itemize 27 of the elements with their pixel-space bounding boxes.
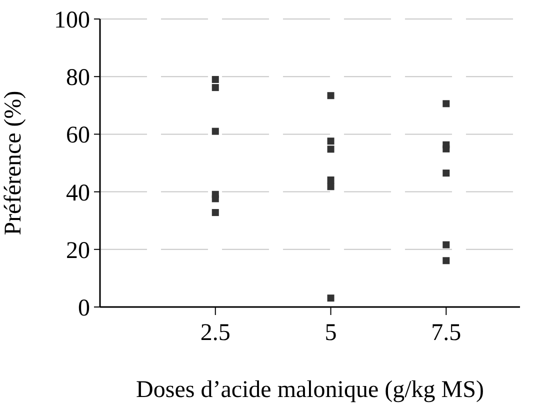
x-axis-title: Doses d’acide malonique (g/kg MS) (136, 377, 484, 403)
point (327, 92, 334, 100)
point (212, 76, 219, 83)
x-tick-label: 2.5 (200, 320, 230, 346)
point (442, 257, 450, 264)
point (212, 195, 219, 202)
y-tick-label: 40 (66, 180, 90, 206)
y-axis-title: Préférence (%) (0, 90, 27, 236)
point (327, 138, 334, 145)
point (442, 145, 450, 152)
y-tick-label: 100 (54, 8, 90, 34)
point (327, 183, 334, 190)
point (442, 170, 450, 177)
x-tick-label: 7.5 (431, 320, 462, 346)
point (212, 128, 219, 135)
y-tick-label: 80 (66, 65, 90, 92)
point (442, 241, 450, 248)
point (212, 84, 219, 92)
point (212, 209, 219, 216)
point (327, 294, 334, 302)
y-tick-label: 0 (78, 296, 90, 322)
x-tick-label: 5 (324, 320, 337, 346)
point (442, 100, 450, 108)
point (327, 146, 334, 153)
point (327, 176, 334, 184)
y-tick-label: 60 (66, 122, 90, 149)
y-tick-label: 20 (66, 238, 90, 264)
